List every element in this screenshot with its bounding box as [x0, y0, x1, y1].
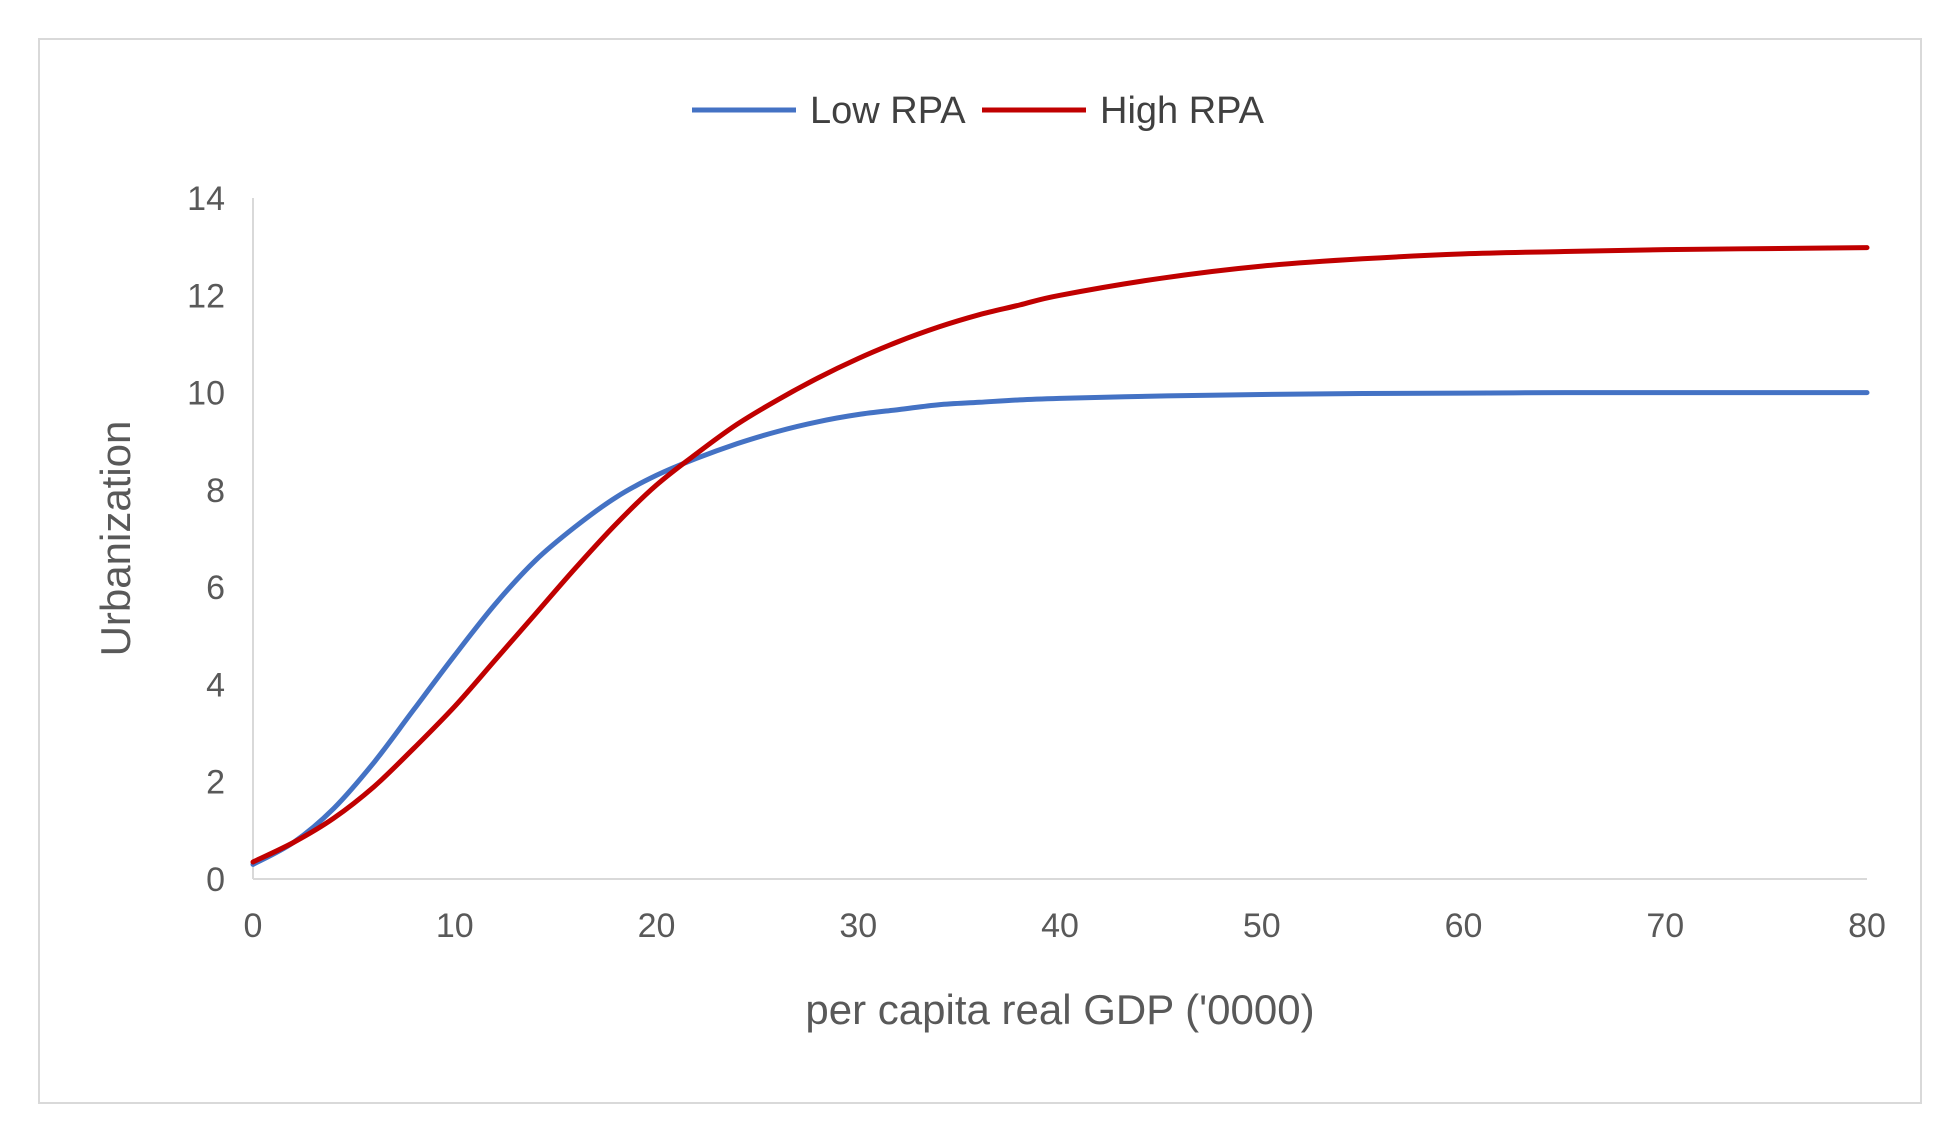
y-tick-label: 4 [206, 666, 225, 704]
series [250, 245, 1870, 867]
y-tick-label: 6 [206, 569, 225, 607]
x-tick-label: 40 [1041, 907, 1079, 945]
axes [252, 198, 1867, 880]
y-tick-label: 10 [187, 375, 225, 413]
x-tick-label: 20 [638, 907, 676, 945]
x-tick-label: 0 [244, 907, 263, 945]
x-axis-title: per capita real GDP ('0000) [805, 986, 1314, 1033]
ticks: 0 10 20 30 40 50 60 70 80 0 2 4 6 8 10 12 14 [187, 180, 1886, 945]
legend-label-low-rpa: Low RPA [810, 90, 966, 132]
y-tick-label: 12 [187, 277, 225, 315]
y-tick-label: 0 [206, 861, 225, 899]
y-tick-label: 8 [206, 472, 225, 510]
x-tick-label: 10 [436, 907, 474, 945]
y-tick-label: 2 [206, 764, 225, 802]
y-axis-title: Urbanization [92, 421, 139, 657]
chart-frame [38, 38, 1922, 1104]
x-tick-label: 30 [839, 907, 877, 945]
x-tick-label: 50 [1243, 907, 1281, 945]
series-line-high-rpa [250, 245, 1870, 865]
x-tick-label: 80 [1848, 907, 1886, 945]
x-tick-label: 70 [1646, 907, 1684, 945]
y-tick-label: 14 [187, 180, 225, 218]
legend: Low RPA High RPA [692, 90, 1265, 132]
x-tick-label: 60 [1445, 907, 1483, 945]
series-line-low-rpa [250, 390, 1870, 867]
legend-label-high-rpa: High RPA [1100, 90, 1265, 132]
